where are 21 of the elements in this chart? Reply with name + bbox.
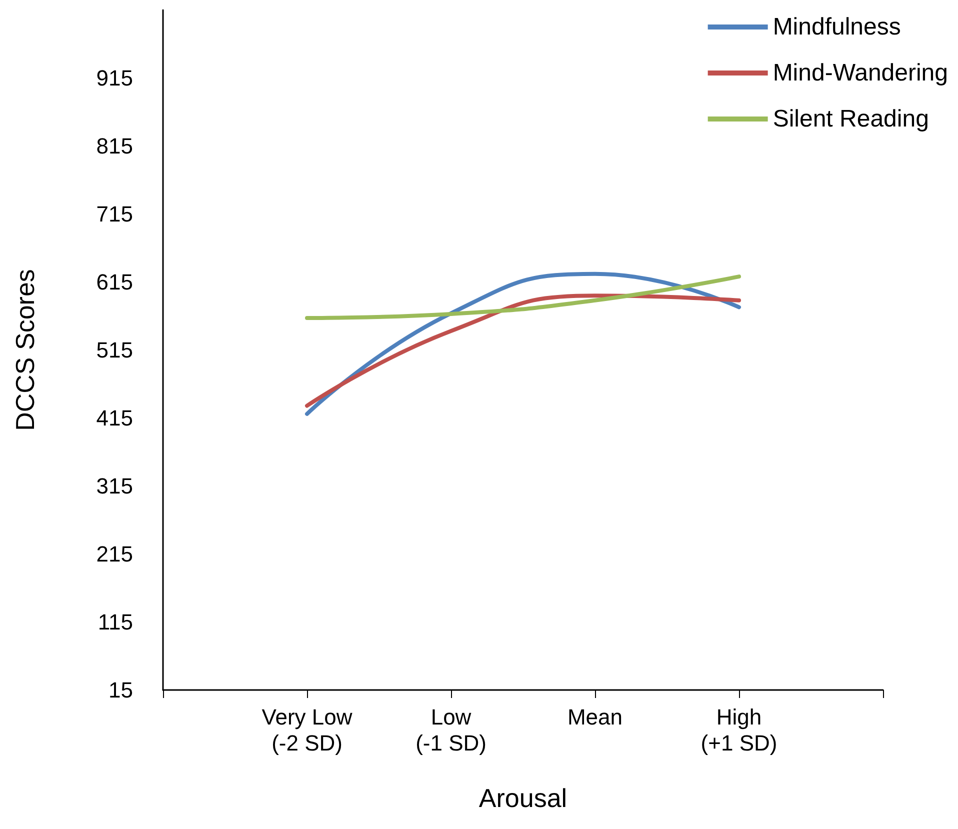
legend-label: Silent Reading [772,106,929,132]
y-tick-label: 515 [96,338,133,362]
y-axis-title: DCCS Scores [10,269,40,431]
x-tick-label: Mean [567,704,623,730]
x-tick-label: High (+1 SD) [700,704,778,756]
legend-label: Mind-Wandering [772,60,948,86]
legend-label: Mindfulness [772,14,901,40]
line-series [305,274,741,320]
y-tick-label: 415 [96,406,133,430]
x-axis-title: Arousal [478,783,568,813]
y-tick-label: 115 [98,610,133,634]
x-tick-label: Very Low (-2 SD) [262,704,352,756]
y-tick-label: 915 [96,66,133,90]
y-tick-label: 15 [108,678,133,702]
y-tick-label: 815 [96,134,133,158]
line-series [305,294,741,408]
y-tick-label: 715 [96,202,133,226]
y-tick-label: 315 [96,474,133,498]
y-tick-label: 615 [96,270,133,294]
y-tick-label: 215 [96,542,133,566]
x-tick-label: Low (-1 SD) [416,704,486,756]
